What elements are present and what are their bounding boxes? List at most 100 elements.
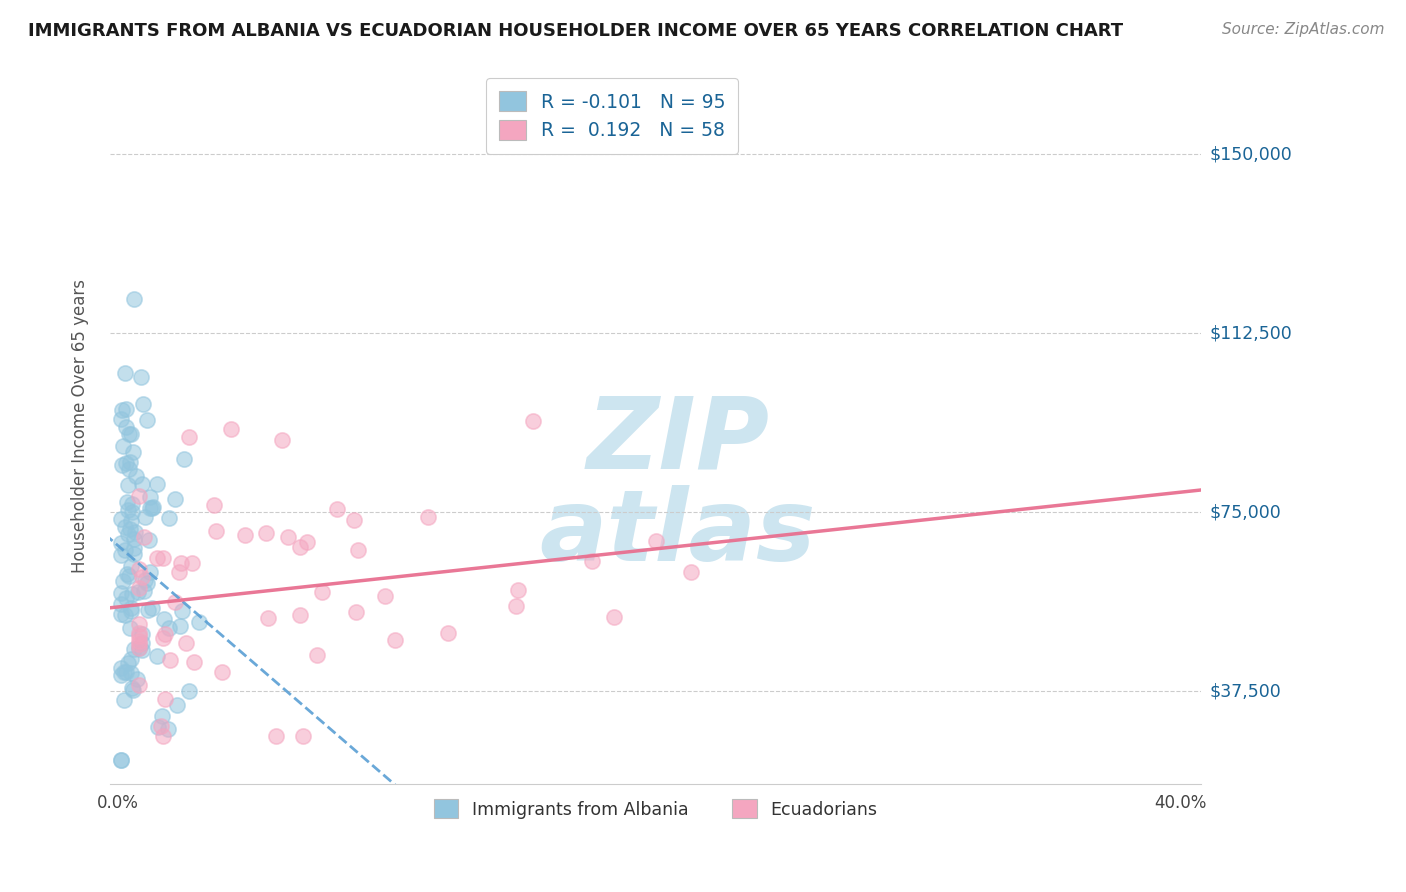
- Point: [110, 411, 132, 425]
- Point: [118, 427, 141, 442]
- Point: [124, 524, 146, 539]
- Point: [110, 607, 132, 621]
- Point: [152, 551, 174, 566]
- Point: [117, 527, 139, 541]
- Text: $112,500: $112,500: [1209, 325, 1292, 343]
- Point: [114, 543, 136, 558]
- Point: [110, 661, 132, 675]
- Point: [288, 541, 311, 555]
- Point: [374, 589, 396, 603]
- Point: [115, 494, 138, 508]
- Point: [128, 640, 150, 655]
- Point: [277, 530, 299, 544]
- Point: [134, 583, 156, 598]
- Point: [128, 625, 150, 640]
- Point: [146, 476, 169, 491]
- Point: [581, 554, 603, 568]
- Point: [110, 536, 132, 550]
- Point: [173, 451, 195, 466]
- Point: [121, 444, 143, 458]
- Point: [131, 643, 153, 657]
- Point: [135, 413, 157, 427]
- Point: [115, 591, 138, 606]
- Point: [141, 600, 163, 615]
- Point: [152, 631, 174, 645]
- Point: [211, 665, 233, 679]
- Point: [437, 626, 460, 640]
- Point: [128, 637, 150, 651]
- Point: [114, 367, 136, 381]
- Point: [505, 599, 527, 614]
- Point: [506, 582, 529, 597]
- Point: [117, 503, 139, 517]
- Point: [134, 573, 156, 587]
- Point: [681, 565, 703, 579]
- Point: [181, 556, 204, 570]
- Point: [129, 370, 152, 384]
- Point: [179, 684, 201, 698]
- Point: [117, 477, 139, 491]
- Point: [110, 512, 132, 526]
- Point: [644, 534, 666, 549]
- Point: [138, 533, 160, 547]
- Point: [141, 501, 163, 516]
- Point: [128, 678, 150, 692]
- Point: [139, 565, 162, 579]
- Point: [169, 619, 191, 633]
- Point: [131, 570, 153, 584]
- Point: [118, 462, 141, 476]
- Text: Source: ZipAtlas.com: Source: ZipAtlas.com: [1222, 22, 1385, 37]
- Point: [522, 414, 544, 428]
- Point: [110, 753, 132, 767]
- Point: [150, 718, 173, 732]
- Point: [118, 569, 141, 583]
- Point: [112, 665, 135, 680]
- Point: [150, 708, 173, 723]
- Point: [111, 458, 134, 472]
- Point: [111, 574, 134, 589]
- Point: [157, 511, 180, 525]
- Point: [120, 601, 142, 615]
- Point: [326, 502, 349, 516]
- Point: [266, 730, 288, 744]
- Point: [122, 548, 145, 562]
- Point: [166, 698, 188, 713]
- Point: [183, 655, 205, 669]
- Point: [384, 632, 406, 647]
- Point: [132, 397, 155, 411]
- Point: [135, 575, 157, 590]
- Point: [343, 513, 366, 527]
- Point: [146, 720, 169, 734]
- Point: [127, 672, 149, 686]
- Point: [202, 498, 225, 512]
- Point: [163, 491, 186, 506]
- Point: [115, 456, 138, 470]
- Point: [416, 509, 439, 524]
- Point: [110, 549, 132, 563]
- Point: [134, 530, 156, 544]
- Point: [188, 615, 211, 629]
- Point: [122, 541, 145, 556]
- Point: [131, 636, 153, 650]
- Point: [128, 582, 150, 596]
- Point: [155, 626, 177, 640]
- Point: [115, 401, 138, 416]
- Point: [256, 610, 278, 624]
- Point: [233, 528, 256, 542]
- Text: $150,000: $150,000: [1209, 145, 1292, 163]
- Point: [291, 730, 314, 744]
- Point: [169, 565, 191, 579]
- Point: [128, 633, 150, 648]
- Point: [110, 586, 132, 600]
- Point: [305, 648, 328, 663]
- Point: [346, 542, 368, 557]
- Point: [142, 500, 165, 515]
- Point: [128, 641, 150, 656]
- Point: [117, 566, 139, 581]
- Point: [128, 561, 150, 575]
- Point: [221, 422, 243, 436]
- Point: [146, 550, 169, 565]
- Point: [122, 642, 145, 657]
- Point: [344, 605, 367, 619]
- Point: [270, 433, 292, 447]
